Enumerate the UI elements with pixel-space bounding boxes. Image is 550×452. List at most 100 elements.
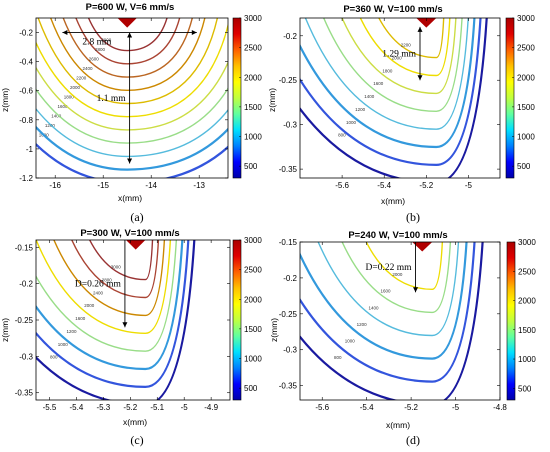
panel-b-label: (b): [406, 210, 420, 224]
contour-2600: [62, 18, 193, 78]
colorbar-tick-label-1-4: 2500: [517, 44, 535, 53]
contour-label-2200: 2200: [401, 43, 412, 48]
ytick-label-2-1: -0.2: [19, 280, 33, 289]
colorbar-tick-label-2-0: 500: [244, 384, 258, 393]
chart-content: 1000 1200 1400 1600 1800 2000 2200 2400 2600 2800…: [15, 14, 537, 412]
contour-1000: [36, 240, 190, 389]
contour-label-1000: 1000: [58, 342, 69, 347]
contour-2000: [365, 242, 444, 291]
contour-label-2400: 2400: [82, 66, 93, 71]
contour-label-1600: 1600: [75, 316, 86, 321]
ytick-label-1-3: -0.35: [279, 165, 298, 174]
contour-1200: [36, 240, 184, 371]
colorbar-0: [232, 17, 242, 179]
panel-c-title: P=300 W, V=100 mm/s: [80, 228, 179, 239]
panel-b-xlabel: x(mm): [381, 196, 405, 206]
panel-c-ylabel: z(mm): [0, 318, 10, 342]
contour-1400: [304, 18, 469, 130]
contour-2200: [37, 18, 218, 105]
panel-a-ylabel: z(mm): [0, 88, 10, 112]
ytick-label-0-4: -1: [26, 145, 34, 154]
colorbar-tick-label-0-0: 500: [244, 162, 258, 171]
contour-label-1200: 1200: [66, 329, 77, 334]
contour-label-2000: 2000: [84, 303, 95, 308]
xtick-label-3-3: -5: [452, 403, 460, 412]
contour-1600: [36, 86, 228, 144]
colorbar-tick-label-1-1: 1000: [517, 133, 535, 142]
depth-arrowhead-bottom-3: [413, 287, 419, 293]
contour-2800: [71, 240, 160, 299]
ytick-label-1-0: -0.2: [283, 32, 297, 41]
ytick-label-0-2: -0.6: [19, 87, 33, 96]
panel-d-label: (d): [406, 433, 420, 447]
contour-800: [300, 18, 488, 178]
contour-2400: [53, 240, 166, 317]
contour-1200: [36, 125, 228, 171]
xtick-label-3-1: -5.4: [360, 403, 374, 412]
xtick-label-2-4: -5.1: [150, 403, 164, 412]
colorbar-3: [506, 241, 516, 401]
panel-b-title: P=360 W, V=100 mm/s: [343, 4, 442, 15]
contour-label-2800: 2800: [102, 277, 113, 282]
panel-d-xlabel: x(mm): [386, 420, 410, 430]
colorbar-tick-label-2-4: 2500: [244, 266, 262, 275]
colorbar-tick-label-1-0: 500: [517, 162, 531, 171]
panel-c-xlabel: x(mm): [123, 417, 147, 427]
xtick-label-3-0: -5.6: [315, 403, 329, 412]
ytick-label-0-5: -1.2: [19, 174, 33, 183]
contour-label-1800: 1800: [64, 95, 75, 100]
contour-label-1400: 1400: [364, 94, 375, 99]
xtick-label-2-0: -5.5: [43, 403, 57, 412]
xtick-label-1-1: -5.4: [377, 181, 391, 190]
colorbar-tick-label-2-1: 1000: [244, 355, 262, 364]
contour-label-800: 800: [50, 355, 58, 360]
colorbar-tick-label-2-5: 3000: [244, 236, 262, 245]
depth-arrowhead-top-1: [417, 26, 423, 32]
plot-frame-1: [299, 17, 501, 179]
panel-d: P=240 W, V=100 mm/s x(mm) z(mm) (d): [269, 230, 448, 447]
ytick-label-3-4: -0.35: [279, 382, 298, 391]
melt-core-3: [412, 242, 433, 252]
annotation-0-0: 2.8 mm: [82, 38, 112, 48]
contour-label-2600: 2600: [89, 57, 100, 62]
contour-800: [300, 242, 484, 400]
contour-label-1000: 1000: [345, 339, 356, 344]
colorbar-tick-label-0-3: 2000: [244, 73, 262, 82]
contour-label-1200: 1200: [357, 322, 368, 327]
panel-d-ylabel: z(mm): [269, 318, 279, 342]
ytick-label-2-0: -0.15: [15, 243, 34, 252]
panel-a-label: (a): [130, 210, 143, 224]
panel-a-xlabel: x(mm): [118, 193, 142, 203]
depth-arrowhead-bottom-0: [127, 158, 133, 164]
width-arrowhead-left-0: [62, 30, 68, 36]
contour-3000: [87, 18, 168, 52]
melt-core-0: [117, 18, 137, 28]
contour-1600: [36, 240, 178, 352]
contour-2000: [359, 18, 451, 77]
xtick-label-2-5: -5: [181, 403, 189, 412]
contour-label-1200: 1200: [45, 123, 56, 128]
colorbar-tick-label-0-5: 3000: [244, 14, 262, 23]
plot-area-3: [300, 242, 500, 400]
xtick-label-1-0: -5.6: [335, 181, 349, 190]
colorbar-tick-label-1-5: 3000: [517, 14, 535, 23]
contours-0: 1000120014001600180020002200240026002800…: [36, 18, 228, 178]
colorbar-tick-label-2-3: 2000: [244, 295, 262, 304]
panel-b: P=360 W, V=100 mm/s x(mm) z(mm) (b): [267, 4, 443, 224]
width-arrowhead-right-0: [191, 30, 197, 36]
contour-1200: [300, 18, 476, 149]
panel-d-title: P=240 W, V=100 mm/s: [348, 230, 447, 241]
contours-3: 800 1000 1200 1400 1600 2000: [300, 242, 484, 400]
contour-1600: [341, 242, 452, 314]
colorbar-2: [232, 239, 242, 401]
contour-label-1600: 1600: [373, 81, 384, 86]
depth-arrowhead-bottom-1: [417, 75, 423, 81]
colorbar-tick-label-1-2: 1500: [517, 103, 535, 112]
contour-2000: [36, 240, 172, 335]
xtick-label-1-2: -5.2: [419, 181, 433, 190]
annotation-3-0: D=0.22 mm: [366, 263, 413, 273]
ytick-label-2-2: -0.25: [15, 316, 34, 325]
xtick-label-0-1: -15: [97, 181, 109, 190]
contour-2000: [36, 22, 228, 118]
depth-arrowhead-top-0: [127, 32, 133, 38]
